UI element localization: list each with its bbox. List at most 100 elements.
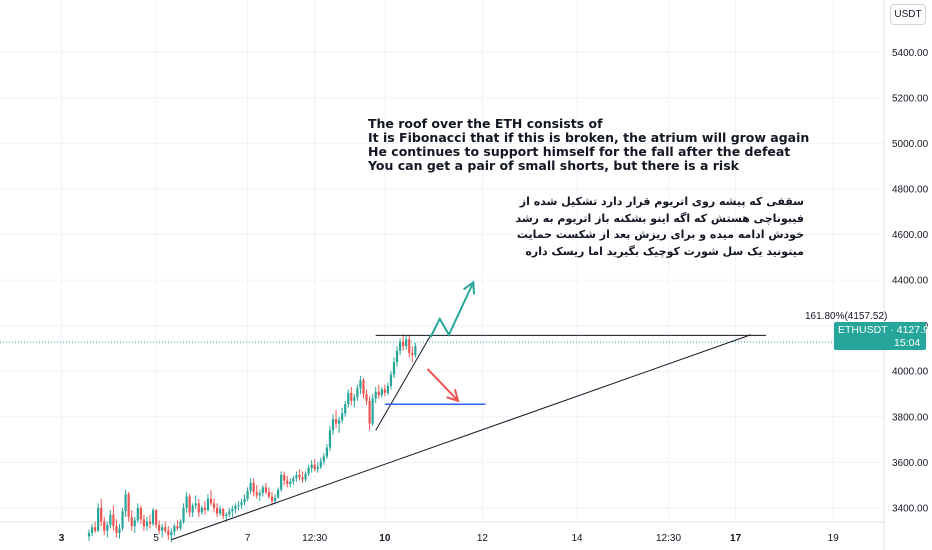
candle-body — [243, 498, 246, 503]
x-tick-label: 12:30 — [302, 533, 327, 544]
candle-body — [240, 502, 243, 506]
candle-body — [292, 478, 295, 482]
candle-body — [158, 524, 161, 531]
candle-body — [304, 473, 307, 480]
candle-body — [273, 497, 277, 502]
candle-body — [103, 521, 106, 531]
candle-body — [94, 527, 97, 531]
candle-body — [411, 352, 414, 356]
annotation-line: It is Fibonacci that if this is broken, … — [368, 130, 810, 145]
y-tick-label: 3600.00 — [892, 458, 929, 469]
y-tick-label: 5400.00 — [892, 48, 929, 59]
candle-body — [322, 456, 325, 462]
candle-body — [115, 526, 118, 533]
candle-body — [246, 490, 249, 499]
annotation-english: The roof over the ETH consists of It is … — [368, 116, 810, 173]
x-tick-label: 10 — [379, 533, 391, 544]
candle-body — [203, 507, 206, 511]
candle-body — [249, 482, 252, 491]
candle-body — [167, 530, 170, 536]
x-tick-label: 3 — [59, 533, 65, 544]
candle-body — [359, 380, 362, 389]
candle-body — [283, 474, 286, 481]
candle-body — [377, 391, 380, 396]
candle-body — [87, 532, 91, 537]
candle-body — [319, 461, 322, 467]
candle-body — [127, 494, 130, 517]
candle-body — [392, 362, 396, 375]
candle-body — [121, 511, 124, 529]
annotation-line: فیبوناچی هستش که اگه اینو بشکنه باز اتری… — [515, 211, 804, 225]
projection-up-path — [429, 281, 475, 338]
candle-body — [191, 505, 194, 513]
candle-body — [148, 521, 152, 524]
annotation-line: He continues to support himself for the … — [368, 144, 791, 159]
currency-button[interactable]: USDT — [890, 4, 926, 25]
candle-body — [212, 503, 216, 508]
annotation-line: خودش ادامه میده و برای ریزش بعد از شکست … — [516, 228, 804, 241]
candle-body — [194, 503, 197, 506]
candle-body — [237, 505, 240, 507]
y-tick-label: 4800.00 — [892, 184, 929, 195]
annotation-persian: سقفی که پیشه روی اتریوم قرار دارد تشکیل … — [484, 194, 804, 260]
candle-body — [130, 516, 133, 527]
candle-body — [277, 489, 280, 498]
candle-body — [414, 346, 417, 356]
rising-support-line — [171, 334, 752, 541]
candle-body — [362, 380, 365, 394]
annotation-line: The roof over the ETH consists of — [368, 116, 603, 131]
annotation-line: You can get a pair of small shorts, but … — [368, 158, 739, 173]
x-tick-label: 14 — [571, 533, 583, 544]
annotation-line: میتونید یک سل شورت کوچیک بگیرید اما ریسک… — [525, 244, 804, 258]
candle-body — [164, 527, 167, 531]
candle-body — [100, 507, 103, 522]
candle-body — [344, 404, 347, 414]
candle-body — [182, 507, 185, 522]
candle-body — [106, 524, 109, 531]
candle-body — [286, 480, 289, 484]
candle-body — [219, 509, 222, 514]
candle-body — [310, 464, 313, 469]
candle-body — [118, 528, 121, 533]
candle-body — [334, 419, 338, 424]
candle-body — [395, 350, 399, 363]
candle-body — [408, 339, 411, 353]
x-tick-label: 12:30 — [656, 533, 681, 544]
candle-body — [341, 413, 344, 421]
candle-body — [261, 487, 264, 494]
current-price-tag: ETHUSDT · 4127.98 15:04 — [834, 322, 932, 350]
candle-body — [255, 491, 258, 496]
candle-body — [402, 341, 405, 347]
candle-body — [313, 464, 316, 470]
candle-body — [216, 507, 219, 514]
candle-body — [399, 341, 402, 351]
candle-body — [234, 506, 237, 510]
x-tick-label: 7 — [245, 533, 251, 544]
candle-body — [222, 509, 225, 516]
candle-body — [112, 514, 115, 527]
y-tick-label: 5000.00 — [892, 139, 929, 150]
candle-body — [200, 507, 203, 513]
candle-body — [109, 514, 112, 525]
y-tick-label: 4000.00 — [892, 367, 929, 378]
candle-body — [179, 521, 182, 529]
candle-body — [258, 493, 261, 496]
candle-body — [133, 520, 136, 527]
candle-body — [338, 420, 341, 424]
candle-body — [301, 477, 304, 480]
candle-body — [307, 468, 310, 474]
candle-body — [298, 474, 301, 478]
candle-body — [295, 474, 298, 479]
projection-down-line — [426, 368, 459, 402]
candle-body — [185, 496, 188, 508]
candle-countdown: 15:04 — [894, 337, 921, 349]
projection-down-arrowhead — [446, 388, 460, 403]
x-tick-label: 12 — [477, 533, 489, 544]
current-price-label: 4127.98 — [896, 324, 932, 336]
projection-up-arrowhead — [463, 280, 476, 295]
candle-body — [228, 511, 231, 515]
candle-body — [252, 482, 255, 492]
x-tick-label: 17 — [730, 533, 742, 544]
y-tick-label: 4600.00 — [892, 230, 929, 241]
